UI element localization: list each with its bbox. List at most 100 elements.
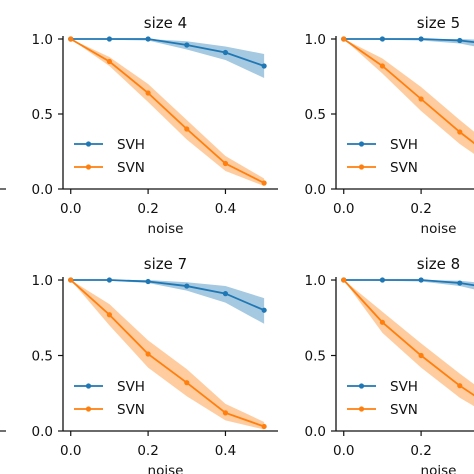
- series-line-svn: [343, 279, 474, 397]
- data-point-svh: [379, 36, 386, 42]
- x-axis-label: noise: [421, 221, 457, 237]
- data-point-svh: [106, 36, 113, 42]
- legend-marker-svh: [85, 141, 92, 147]
- legend-label: SVN: [390, 402, 418, 418]
- data-point-svn: [106, 312, 113, 318]
- data-point-svn: [145, 90, 151, 96]
- data-point-svh: [222, 291, 229, 297]
- x-tick-label: 0.0: [333, 443, 354, 459]
- data-point-svn: [222, 410, 229, 416]
- x-tick-label: 0.2: [410, 443, 431, 459]
- legend-label: SVH: [117, 379, 145, 395]
- series-line-svn: [70, 279, 265, 428]
- confidence-band-svh: [70, 39, 265, 78]
- y-tick-label: 0.0: [32, 424, 53, 440]
- data-point-svh: [261, 307, 267, 313]
- data-point-svn: [261, 423, 267, 430]
- data-point-svn: [184, 380, 190, 386]
- data-point-svn: [106, 58, 113, 65]
- data-point-svh: [261, 63, 267, 69]
- x-tick-label: 0.2: [137, 443, 158, 459]
- panel-1: size 4 0.0 0.5 1.0 0.0 0.2 0.4 noise SVH SVN: [32, 14, 278, 237]
- x-tick-label: 0.0: [333, 201, 354, 217]
- series-line-svh: [70, 279, 265, 312]
- data-point-svn: [457, 129, 463, 135]
- legend-label: SVH: [390, 379, 418, 395]
- data-point-svn: [379, 63, 386, 69]
- legend-label: SVN: [390, 160, 418, 176]
- y-tick-label: 1.0: [305, 273, 326, 289]
- legend-marker-svh: [85, 383, 92, 389]
- data-point-svn: [184, 126, 190, 132]
- y-tick-label: 0.5: [305, 349, 326, 365]
- y-tick-label: 1.0: [305, 32, 326, 48]
- confidence-band-svn: [343, 39, 474, 154]
- data-point-svh: [145, 278, 151, 285]
- x-tick-label: 0.0: [60, 201, 81, 217]
- data-point-svn: [68, 36, 74, 42]
- data-point-svn: [222, 160, 229, 167]
- y-tick-label: 0.0: [305, 424, 326, 440]
- confidence-band-svh: [343, 39, 474, 47]
- legend-label: SVN: [117, 402, 145, 418]
- confidence-band-svn: [343, 280, 474, 407]
- data-point-svh: [418, 277, 424, 283]
- data-point-svh: [145, 36, 151, 42]
- legend-marker-svh: [358, 141, 365, 147]
- legend-label: SVH: [117, 137, 145, 153]
- x-axis-label: noise: [148, 463, 184, 474]
- data-point-svh: [222, 49, 229, 56]
- data-point-svh: [184, 42, 190, 48]
- panel-3: size 7 0.0 0.5 1.0 0.0 0.2 0.4 noise SVH SVN: [32, 255, 278, 474]
- legend-marker-svn: [85, 164, 92, 170]
- legend-marker-svh: [358, 383, 365, 389]
- chart-title: size 5: [417, 14, 460, 32]
- y-tick-label: 1.0: [32, 32, 53, 48]
- series-line-svh: [343, 38, 474, 44]
- legend-marker-svn: [358, 164, 365, 170]
- y-tick-label: 0.5: [305, 107, 326, 123]
- x-tick-label: 0.0: [60, 443, 81, 459]
- x-tick-label: 0.4: [215, 443, 236, 459]
- y-tick-label: 0.5: [32, 107, 53, 123]
- series-line-svh: [343, 279, 474, 287]
- x-tick-label: 0.2: [410, 201, 431, 217]
- x-axis-label: noise: [421, 463, 457, 474]
- chart-title: size 4: [144, 14, 187, 32]
- chart-title: size 8: [417, 255, 460, 273]
- data-point-svn: [261, 180, 267, 186]
- data-point-svn: [418, 352, 424, 359]
- data-point-svh: [184, 283, 190, 289]
- data-point-svh: [457, 37, 463, 44]
- data-point-svn: [457, 383, 463, 389]
- data-point-svh: [418, 36, 424, 42]
- data-point-svn: [68, 277, 74, 283]
- legend-marker-svn: [358, 406, 365, 412]
- y-tick-label: 0.0: [305, 182, 326, 198]
- y-tick-label: 0.0: [32, 182, 53, 198]
- data-point-svn: [379, 319, 386, 325]
- data-point-svh: [457, 280, 463, 286]
- data-point-svh: [106, 277, 113, 283]
- data-point-svn: [418, 96, 424, 102]
- y-tick-label: 1.0: [32, 273, 53, 289]
- confidence-band-svn: [70, 39, 265, 186]
- series-line-svn: [343, 38, 474, 145]
- series-line-svh: [70, 38, 265, 67]
- x-tick-label: 0.2: [137, 201, 158, 217]
- data-point-svh: [379, 277, 386, 283]
- x-axis-label: noise: [148, 221, 184, 237]
- legend-marker-svn: [85, 406, 92, 412]
- data-point-svn: [341, 277, 347, 283]
- series-line-svn: [70, 38, 265, 184]
- x-tick-label: 0.4: [215, 201, 236, 217]
- data-point-svn: [341, 36, 347, 42]
- chart-title: size 7: [144, 255, 187, 273]
- confidence-band-svn: [70, 280, 265, 430]
- y-tick-label: 0.5: [32, 349, 53, 365]
- data-point-svn: [145, 351, 151, 357]
- legend-label: SVN: [117, 160, 145, 176]
